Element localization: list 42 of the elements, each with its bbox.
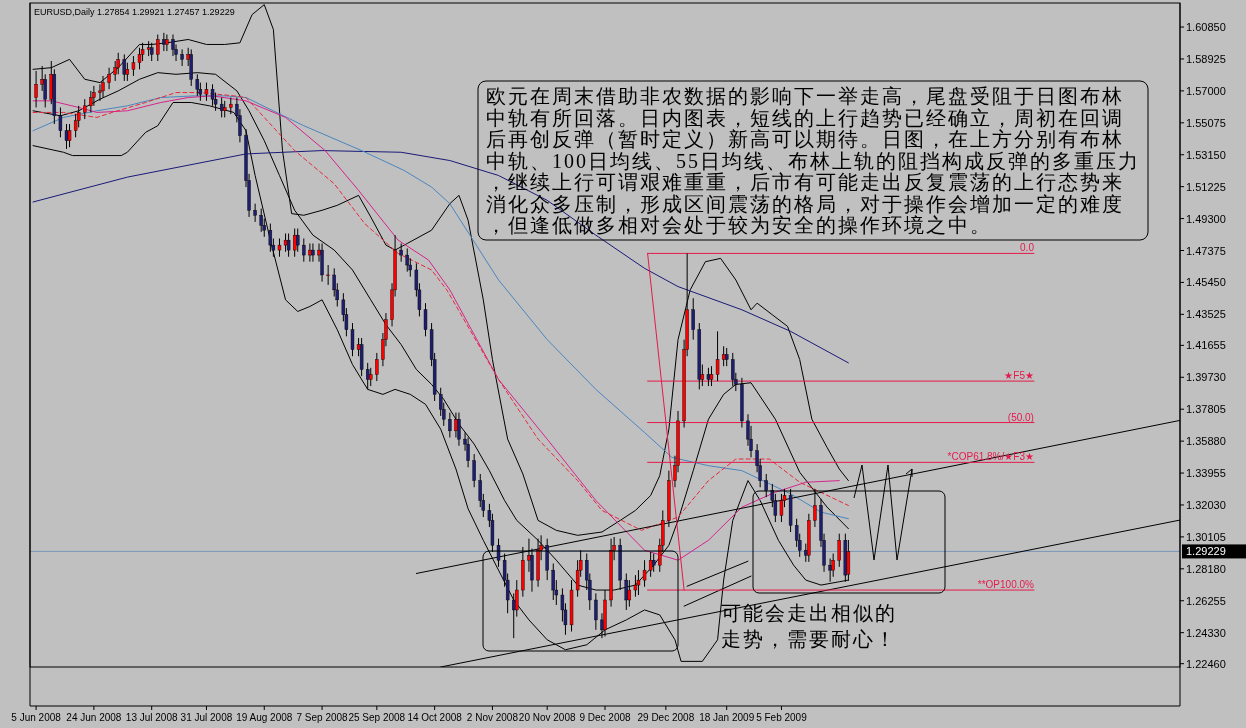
y-tick-label: 1.35880 — [1186, 435, 1226, 448]
y-tick-label: 1.32030 — [1186, 498, 1226, 511]
y-tick-label: 1.47375 — [1186, 244, 1226, 257]
x-tick-label: 24 Jun 2008 — [66, 712, 122, 723]
annotation: (50.0) — [1007, 411, 1034, 423]
y-tick-label: 1.37805 — [1186, 403, 1226, 416]
y-tick-label: 1.33955 — [1186, 467, 1226, 480]
x-tick-label: 2 Nov 2008 — [466, 712, 519, 723]
x-tick-label: 7 Sep 2008 — [296, 712, 349, 723]
y-tick-label: 1.49300 — [1186, 212, 1226, 225]
y-tick-label: 1.45450 — [1186, 276, 1226, 289]
annotation: 0.0 — [1020, 242, 1035, 254]
annotation: **OP100.0% — [977, 579, 1035, 591]
x-tick-label: 5 Jun 2008 — [11, 712, 62, 723]
y-tick-label: 1.55075 — [1186, 116, 1226, 129]
annotation: 可能会走出相似的走势，需要耐心！ — [720, 601, 897, 650]
x-tick-label: 31 Jul 2008 — [180, 712, 233, 723]
x-tick-label: 13 Jul 2008 — [125, 712, 178, 723]
y-tick-label: 1.41655 — [1186, 339, 1226, 352]
x-tick-label: 5 Feb 2009 — [756, 712, 808, 723]
y-tick-label: 1.24330 — [1186, 626, 1226, 639]
x-tick-label: 19 Aug 2008 — [236, 712, 293, 723]
x-tick-label: 20 Nov 2008 — [518, 712, 576, 723]
x-tick-label: 14 Oct 2008 — [407, 712, 463, 723]
ref-line-label: 1.29229 — [1186, 545, 1226, 558]
y-tick-label: 1.57000 — [1186, 84, 1226, 97]
y-tick-label: 1.28180 — [1186, 562, 1226, 575]
y-tick-label: 1.39730 — [1186, 371, 1226, 384]
annotation: ★F5★ — [1004, 370, 1034, 382]
x-tick-label: 25 Sep 2008 — [348, 712, 406, 723]
y-tick-label: 1.53150 — [1186, 148, 1226, 161]
y-tick-label: 1.58925 — [1186, 52, 1226, 65]
y-tick-label: 1.51225 — [1186, 180, 1226, 193]
y-tick-label: 1.22460 — [1186, 657, 1226, 670]
y-tick-label: 1.30105 — [1186, 530, 1226, 543]
x-tick-label: 29 Dec 2008 — [637, 712, 695, 723]
y-tick-label: 1.60850 — [1186, 21, 1226, 34]
y-tick-label: 1.26255 — [1186, 594, 1226, 607]
chart-title: EURUSD,Daily 1.27854 1.29921 1.27457 1.29229 — [34, 7, 235, 17]
y-tick-label: 1.43525 — [1186, 308, 1226, 321]
x-tick-label: 18 Jan 2009 — [699, 712, 755, 723]
x-tick-label: 9 Dec 2008 — [579, 712, 632, 723]
